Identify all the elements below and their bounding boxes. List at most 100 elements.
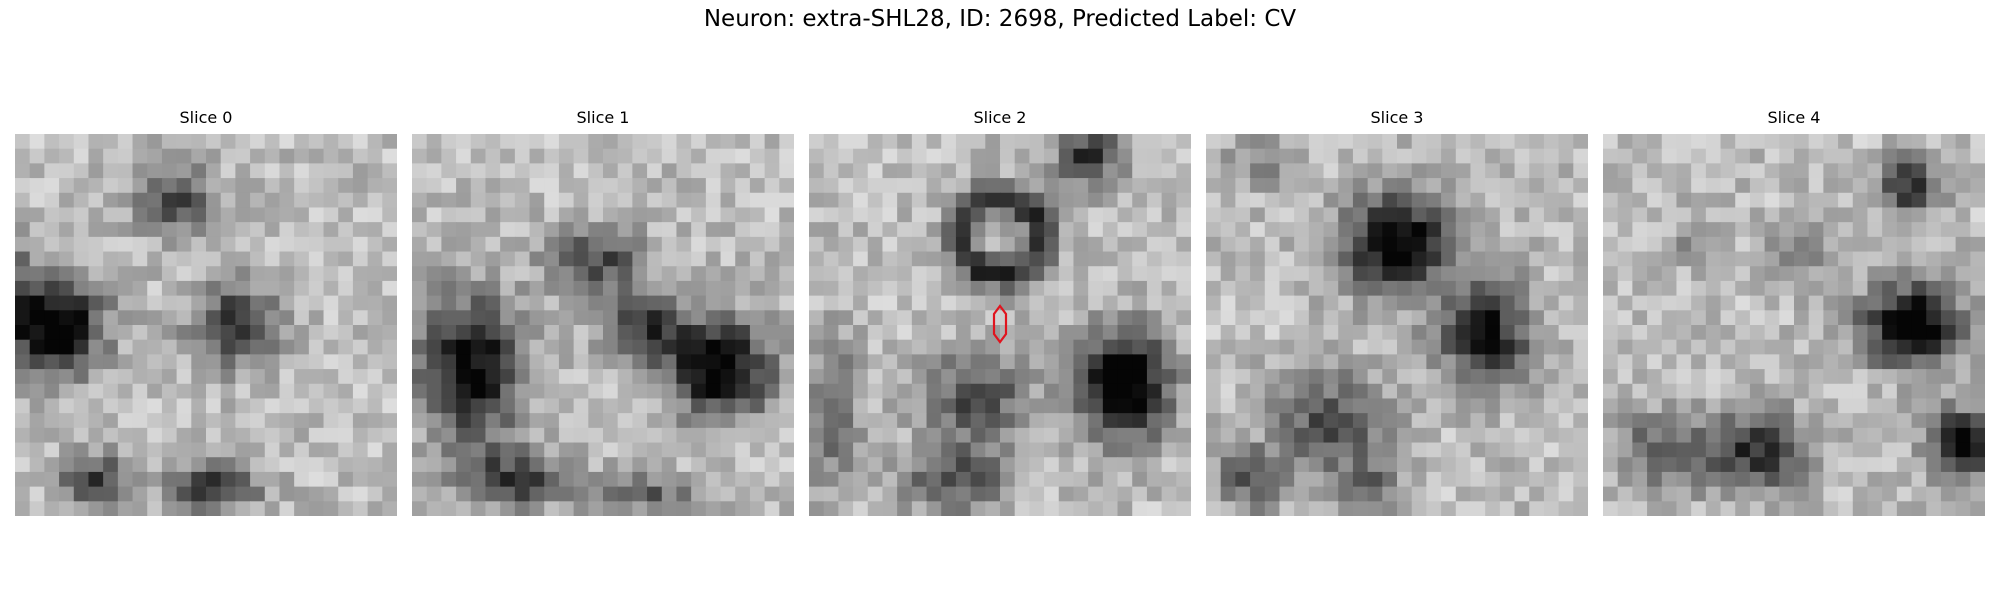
image-pixel [206, 398, 222, 414]
image-pixel [1250, 339, 1266, 355]
image-pixel [809, 383, 825, 400]
image-pixel [1073, 413, 1089, 429]
image-pixel [294, 178, 310, 194]
image-pixel [720, 442, 736, 458]
image-pixel [720, 207, 736, 223]
image-pixel [529, 295, 545, 311]
image-pixel [1132, 251, 1148, 267]
image-pixel [1455, 413, 1472, 429]
image-pixel [191, 148, 207, 164]
image-pixel [1411, 236, 1427, 253]
image-pixel [809, 134, 825, 150]
image-pixel [382, 442, 397, 458]
image-pixel [1794, 325, 1810, 341]
image-pixel [1852, 251, 1869, 267]
image-pixel [853, 383, 869, 400]
image-pixel [1411, 398, 1427, 414]
image-pixel [161, 178, 178, 194]
image-pixel [412, 134, 428, 150]
image-pixel [897, 222, 913, 238]
image-pixel [1882, 325, 1898, 341]
image-pixel [676, 310, 692, 326]
image-pixel [647, 310, 663, 326]
image-pixel [1882, 134, 1898, 150]
image-pixel [705, 134, 722, 150]
image-pixel [294, 222, 310, 238]
image-pixel [103, 148, 119, 164]
image-pixel [1088, 148, 1104, 164]
image-pixel [1000, 442, 1016, 458]
image-pixel [1367, 148, 1383, 164]
image-pixel [1470, 236, 1486, 253]
image-pixel [558, 354, 575, 370]
image-pixel [470, 134, 487, 150]
image-pixel [720, 457, 736, 473]
image-pixel [279, 295, 295, 311]
image-pixel [926, 207, 942, 223]
image-pixel [1088, 310, 1104, 326]
image-pixel [1647, 251, 1663, 267]
image-pixel [1088, 457, 1104, 473]
image-pixel [911, 134, 928, 150]
image-pixel [926, 339, 942, 355]
image-pixel [59, 148, 75, 164]
image-pixel [44, 354, 60, 370]
image-pixel [691, 369, 707, 385]
image-pixel [1367, 178, 1383, 194]
image-pixel [1058, 369, 1075, 385]
image-pixel [1808, 192, 1824, 209]
image-pixel [235, 163, 251, 179]
image-pixel [1426, 134, 1442, 150]
image-pixel [441, 398, 457, 414]
image-pixel [1206, 207, 1222, 223]
image-pixel [558, 486, 575, 502]
image-pixel [544, 295, 560, 311]
image-pixel [529, 236, 545, 253]
image-pixel [1235, 134, 1251, 150]
image-pixel [1441, 501, 1457, 516]
image-pixel [691, 442, 707, 458]
image-pixel [367, 251, 383, 267]
image-pixel [1073, 148, 1089, 164]
image-pixel [573, 134, 589, 150]
image-pixel [647, 354, 663, 370]
image-pixel [1911, 163, 1927, 179]
image-pixel [1426, 383, 1442, 400]
image-pixel [59, 457, 75, 473]
image-pixel [294, 280, 310, 297]
image-pixel [412, 280, 428, 297]
image-pixel [1676, 457, 1692, 473]
image-pixel [1632, 236, 1648, 253]
image-pixel [691, 295, 707, 311]
image-pixel [544, 413, 560, 429]
image-pixel [661, 501, 678, 516]
image-pixel [1367, 251, 1383, 267]
image-pixel [897, 134, 913, 150]
image-pixel [1220, 486, 1236, 502]
image-pixel [588, 442, 604, 458]
image-pixel [1647, 501, 1663, 516]
image-pixel [1529, 207, 1545, 223]
image-pixel [44, 398, 60, 414]
image-pixel [1573, 310, 1588, 326]
image-pixel [1632, 251, 1648, 267]
image-pixel [1455, 236, 1472, 253]
image-pixel [1161, 266, 1177, 282]
image-pixel [161, 148, 178, 164]
image-pixel [1926, 134, 1942, 150]
image-pixel [103, 236, 119, 253]
image-pixel [764, 398, 780, 414]
image-pixel [1176, 427, 1191, 444]
image-pixel [1132, 398, 1148, 414]
image-pixel [941, 148, 957, 164]
image-pixel [853, 325, 869, 341]
image-pixel [73, 251, 90, 267]
image-pixel [426, 501, 442, 516]
image-pixel [1470, 266, 1486, 282]
image-pixel [323, 325, 339, 341]
image-pixel [1044, 236, 1060, 253]
image-pixel [955, 413, 972, 429]
image-pixel [1206, 457, 1222, 473]
image-pixel [1000, 398, 1016, 414]
image-pixel [1235, 471, 1251, 488]
